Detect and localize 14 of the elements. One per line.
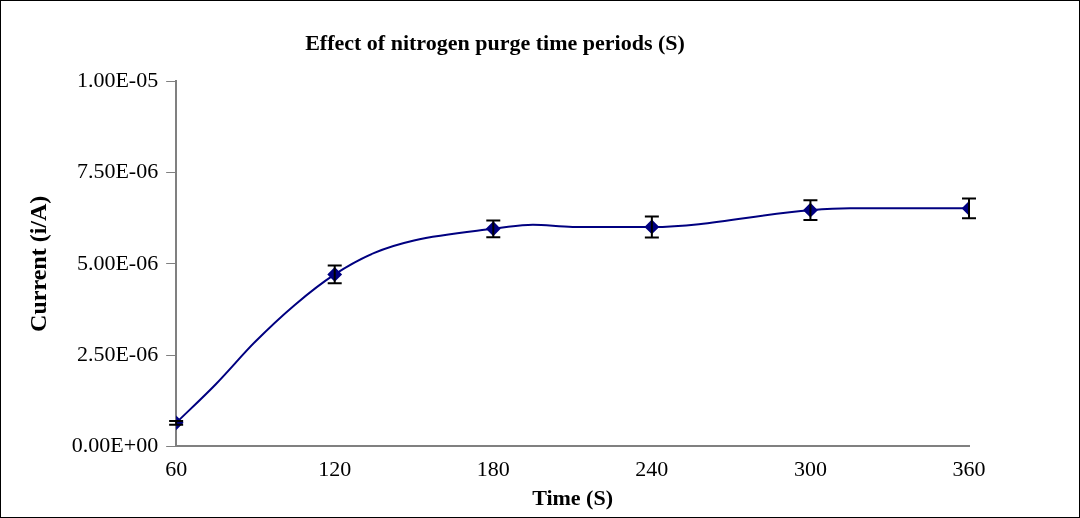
x-tick-label: 120 <box>318 456 352 482</box>
x-tick-label: 60 <box>165 456 188 482</box>
y-tick-label: 7.50E-06 <box>76 158 159 184</box>
y-tick-label: 5.00E-06 <box>76 249 159 275</box>
x-axis-title: Time (S) <box>532 485 614 511</box>
chart-title: Effect of nitrogen purge time periods (S) <box>305 29 685 55</box>
x-tick-label: 360 <box>952 456 986 482</box>
y-tick-label: 1.00E-05 <box>76 67 159 93</box>
y-axis-title: Current (i/A) <box>24 195 51 332</box>
x-tick-label: 240 <box>635 456 669 482</box>
x-tick-label: 300 <box>793 456 827 482</box>
y-tick-label: 0.00E+00 <box>71 431 159 457</box>
y-tick-label: 2.50E-06 <box>76 340 159 366</box>
x-tick-label: 180 <box>476 456 510 482</box>
